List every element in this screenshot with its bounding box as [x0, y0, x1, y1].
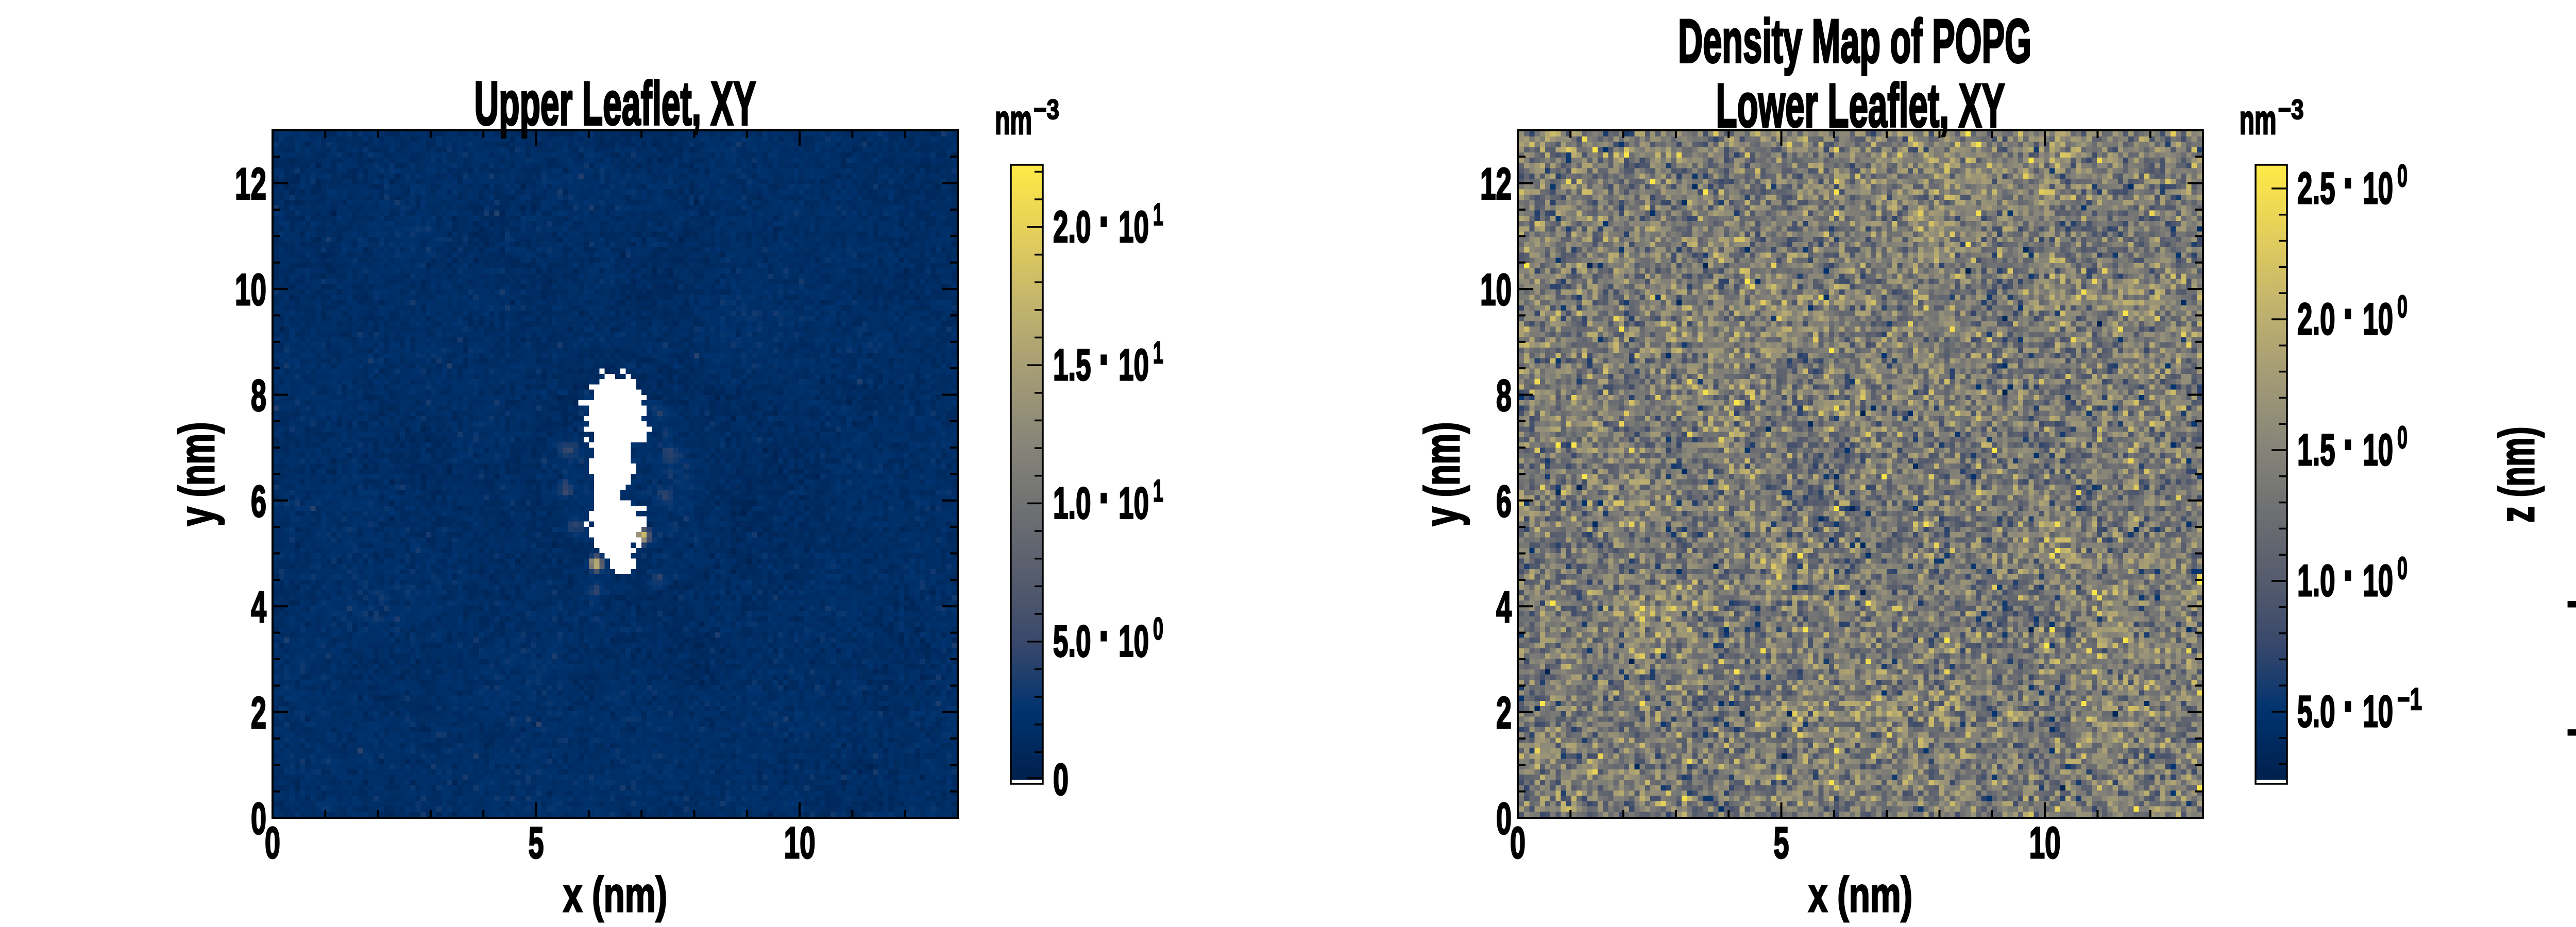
svg-text:x (nm): x (nm) [563, 867, 667, 922]
svg-text:0: 0 [1153, 612, 1163, 646]
svg-text:Density Map of POPG: Density Map of POPG [1678, 7, 2031, 76]
svg-text:Upper Leaflet, XY: Upper Leaflet, XY [474, 69, 756, 138]
svg-text:2.5 · 10: 2.5 · 10 [2297, 149, 2393, 217]
svg-text:6: 6 [1496, 477, 1512, 526]
svg-text:−4: −4 [2567, 708, 2576, 757]
svg-text:Lower Leaflet, XY: Lower Leaflet, XY [1716, 71, 2005, 140]
svg-text:0: 0 [265, 818, 280, 868]
svg-text:1: 1 [1153, 197, 1163, 232]
svg-text:12: 12 [1480, 160, 1512, 209]
svg-text:2: 2 [1496, 689, 1512, 738]
svg-text:−3: −3 [2278, 94, 2304, 125]
svg-text:2: 2 [251, 689, 266, 738]
svg-text:2.0 · 10: 2.0 · 10 [1053, 187, 1149, 255]
svg-text:−2: −2 [2567, 579, 2576, 629]
svg-text:12: 12 [235, 160, 266, 209]
svg-text:0: 0 [1496, 794, 1512, 844]
svg-text:x (nm): x (nm) [1808, 867, 1912, 922]
svg-text:−3: −3 [1033, 94, 1059, 125]
svg-text:10: 10 [784, 818, 816, 868]
svg-text:−1: −1 [2397, 682, 2422, 716]
svg-text:8: 8 [1496, 371, 1512, 421]
svg-text:5.0 · 10: 5.0 · 10 [2297, 672, 2393, 740]
svg-text:0: 0 [251, 794, 266, 844]
svg-text:y (nm): y (nm) [170, 422, 225, 526]
svg-text:5.0 · 10: 5.0 · 10 [1053, 602, 1149, 670]
svg-text:4: 4 [1496, 582, 1512, 632]
svg-text:10: 10 [235, 265, 266, 315]
svg-text:0: 0 [2397, 551, 2408, 586]
svg-text:6: 6 [251, 477, 266, 526]
svg-text:1: 1 [1153, 473, 1163, 508]
svg-text:0: 0 [1510, 818, 1526, 868]
svg-text:1: 1 [1153, 335, 1163, 370]
svg-text:1.0 · 10: 1.0 · 10 [1053, 464, 1149, 531]
svg-text:10: 10 [2029, 818, 2061, 868]
svg-text:4: 4 [251, 582, 266, 632]
svg-text:8: 8 [251, 371, 266, 421]
svg-text:2.0 · 10: 2.0 · 10 [2297, 280, 2393, 348]
svg-text:0: 0 [2397, 289, 2408, 324]
svg-text:1.5 · 10: 1.5 · 10 [2297, 410, 2393, 478]
svg-text:0: 0 [2397, 420, 2408, 455]
svg-text:0: 0 [2397, 159, 2408, 193]
svg-text:nm: nm [995, 97, 1032, 143]
svg-text:10: 10 [1480, 265, 1512, 315]
svg-text:1.5 · 10: 1.5 · 10 [1053, 325, 1149, 393]
svg-text:5: 5 [1774, 818, 1789, 868]
svg-text:nm: nm [2240, 97, 2277, 143]
svg-text:y (nm): y (nm) [1415, 422, 1470, 526]
svg-text:z (nm): z (nm) [2489, 427, 2545, 523]
svg-text:0: 0 [1053, 755, 1069, 804]
svg-text:1.0 · 10: 1.0 · 10 [2297, 541, 2393, 609]
svg-text:5: 5 [529, 818, 544, 868]
